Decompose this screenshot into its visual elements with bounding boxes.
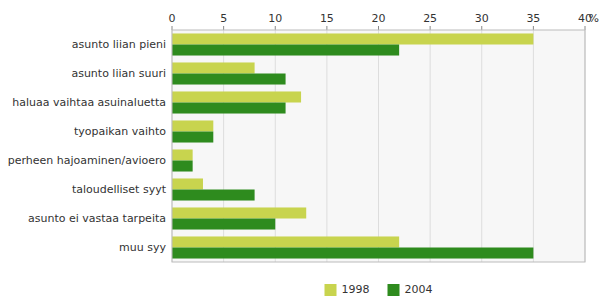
x-axis: 0510152025303540 [169,12,593,262]
tick-mark [275,26,276,30]
chart: 0510152025303540%asunto liian pieniasunt… [0,0,603,306]
bar [172,74,286,85]
tick-label: 35 [526,12,540,25]
legend: 1998 2004 [325,283,433,296]
category-label: asunto liian pieni [72,38,166,51]
bar [172,45,399,56]
category-label: muu syy [119,241,166,254]
category-label: tyopaikan vaihto [74,125,166,138]
grid-line [533,30,534,262]
grid-line [378,30,379,262]
bar [172,207,306,218]
tick-label: 25 [423,12,437,25]
legend-item: 2004 [388,283,433,296]
bar [172,236,399,247]
tick-label: 0 [169,12,176,25]
bars [172,33,533,258]
tick-label: 10 [268,12,282,25]
grid-line [326,30,327,262]
plot-area [172,30,585,262]
bar [172,120,213,131]
grid-line [481,30,482,262]
bar [172,62,255,73]
category-label: perheen hajoaminen/avioero [8,154,167,167]
legend-label: 2004 [405,283,433,296]
tick-mark [172,26,173,30]
legend-swatch [388,284,400,296]
tick-mark [223,26,224,30]
category-label: asunto ei vastaa tarpeita [28,212,166,225]
axis-label: % [589,12,599,25]
bar [172,190,255,201]
plot-frame [172,30,585,262]
bar [172,219,275,230]
tick-label: 30 [475,12,489,25]
tick-label: 15 [320,12,334,25]
bar [172,103,286,114]
tick-label: 20 [372,12,386,25]
legend-item: 1998 [325,283,370,296]
legend-swatch [325,284,337,296]
category-label: haluaa vaihtaa asuinaluetta [12,96,166,109]
grid-line [430,30,431,262]
bar [172,91,301,102]
tick-mark [533,26,534,30]
bar [172,248,533,259]
y-axis: asunto liian pieni asunto liian suuri halu… [8,38,167,254]
bar [172,33,533,44]
tick-mark [378,26,379,30]
bar [172,161,193,172]
tick-mark [430,26,431,30]
category-label: taloudelliset syyt [72,183,167,196]
bar [172,149,193,160]
category-label: asunto liian suuri [71,67,166,80]
tick-label: 5 [220,12,227,25]
bar [172,178,203,189]
tick-mark [326,26,327,30]
legend-label: 1998 [342,283,370,296]
tick-mark [585,26,586,30]
bar [172,132,213,143]
tick-mark [481,26,482,30]
